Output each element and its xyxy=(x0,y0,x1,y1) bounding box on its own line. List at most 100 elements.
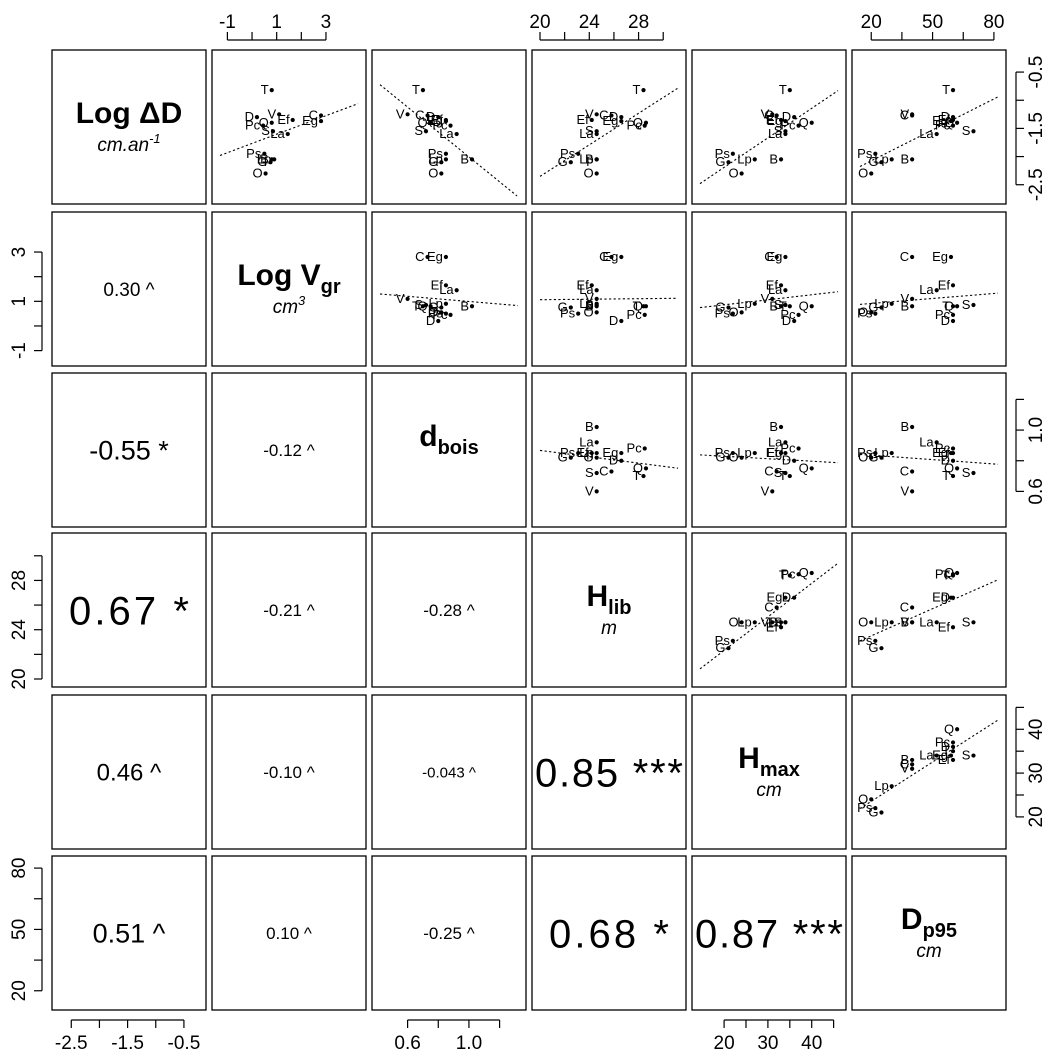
panel-frame-r1-c0 xyxy=(51,211,207,367)
point-label: Q xyxy=(417,298,427,313)
point-Lp xyxy=(889,620,894,625)
point-label: O xyxy=(428,304,438,319)
tick-label: 1 xyxy=(9,296,30,307)
panel-frame-r2-c0 xyxy=(51,372,207,528)
point-label: Ps xyxy=(857,633,873,648)
point-Ps xyxy=(730,311,735,316)
point-label: Eg xyxy=(932,249,948,264)
point-V xyxy=(594,112,599,117)
point-Pc xyxy=(448,312,453,317)
tick-label: -1 xyxy=(9,342,30,359)
point-Q xyxy=(955,304,960,309)
point-C xyxy=(318,113,324,118)
point-T xyxy=(950,304,956,309)
point-label: S xyxy=(774,465,783,480)
point-Ps xyxy=(443,311,449,316)
correlation-r4-c2: -0.043 ^ xyxy=(422,764,476,781)
point-Pc xyxy=(796,446,801,451)
tick-label: 20 xyxy=(9,668,30,689)
panel-frames xyxy=(51,49,1007,1011)
trend-line xyxy=(699,90,839,185)
point-label: V xyxy=(585,291,594,306)
point-label: S xyxy=(585,465,594,480)
point-label: V xyxy=(761,106,770,121)
point-Eg xyxy=(948,118,954,124)
point-Q xyxy=(428,120,433,125)
point-D xyxy=(950,115,956,120)
point-Lp xyxy=(889,450,894,456)
point-D xyxy=(950,744,956,749)
point-label: Q xyxy=(799,565,809,580)
point-S xyxy=(971,129,976,134)
point-label: Ef xyxy=(576,112,589,127)
point-label: S xyxy=(962,465,971,480)
y-axis-left-dp95: 20 50 80 xyxy=(9,858,43,1001)
point-label: G xyxy=(868,805,878,820)
point-label: G xyxy=(715,154,725,169)
point-label: Lp xyxy=(737,296,751,311)
point-C xyxy=(774,469,779,474)
point-C xyxy=(910,254,915,260)
point-label: S xyxy=(585,123,594,138)
point-label: S xyxy=(962,614,971,629)
point-label: Ef xyxy=(766,445,779,460)
point-B xyxy=(778,424,784,430)
point-label: G xyxy=(868,299,878,314)
x-axis-top-hlib: 20 24 28 xyxy=(529,12,664,41)
point-D xyxy=(619,318,624,324)
point-Ef xyxy=(778,625,784,630)
point-G xyxy=(568,455,573,460)
tick-label: 50 xyxy=(9,919,30,940)
point-O xyxy=(869,310,874,315)
variable-unit: cm3 xyxy=(273,293,306,318)
axes: -2.5 -1.5 -0.5 0.6 1.0 20 30 40 -1 1 3 20 24 28 20 50 80… xyxy=(9,12,1047,1052)
point-Pc xyxy=(796,312,801,317)
point-label: Ps xyxy=(246,146,262,161)
point-label: O xyxy=(858,614,868,629)
point-Ps xyxy=(873,311,878,316)
point-Ps xyxy=(873,151,878,156)
correlation-r3-c2: -0.28 ^ xyxy=(423,601,474,620)
tick-label: 28 xyxy=(9,570,30,591)
tick-label: 1.0 xyxy=(456,1033,482,1052)
point-label: Ef xyxy=(431,277,444,292)
panel-frame-r3-c2 xyxy=(371,532,527,688)
point-label: Ps xyxy=(560,306,576,321)
point-D xyxy=(436,115,441,120)
correlation-r2-c0: -0.55 * xyxy=(89,436,169,466)
panel-frame-r0-c4 xyxy=(691,49,847,205)
point-label: C xyxy=(599,249,608,264)
panel-frame-r0-c0 xyxy=(51,49,207,205)
point-Eg xyxy=(619,254,624,260)
point-label: La xyxy=(768,126,783,141)
point-D xyxy=(792,595,797,600)
point-label: G xyxy=(428,154,438,169)
point-label: Pc xyxy=(245,118,261,133)
point-Pc xyxy=(950,123,956,128)
point-label: Q xyxy=(944,721,954,736)
point-label: T xyxy=(633,468,641,483)
panel-frame-r0-c2 xyxy=(371,49,527,205)
point-C xyxy=(609,469,614,474)
point-label: Eg xyxy=(932,113,948,128)
point-label: Lp xyxy=(428,296,442,311)
point-Lp xyxy=(752,301,757,306)
panel-frame-r2-c5 xyxy=(851,372,1007,528)
point-T xyxy=(269,88,274,93)
point-label: C xyxy=(900,463,909,478)
x-axis-bottom-logdD: -2.5 -1.5 -0.5 xyxy=(55,1019,200,1052)
point-label: B xyxy=(900,614,909,629)
x-axis-top-dp95: 20 50 80 xyxy=(861,12,1004,41)
point-label: Lp xyxy=(257,151,271,166)
point-label: Pc xyxy=(935,307,951,322)
point-G xyxy=(568,160,573,165)
point-C xyxy=(425,113,430,118)
point-Pc xyxy=(261,123,266,128)
point-label: S xyxy=(962,297,971,312)
point-label: Lp xyxy=(874,151,888,166)
point-label: Eg xyxy=(302,113,318,128)
point-S xyxy=(423,302,429,308)
point-label: B xyxy=(460,298,469,313)
